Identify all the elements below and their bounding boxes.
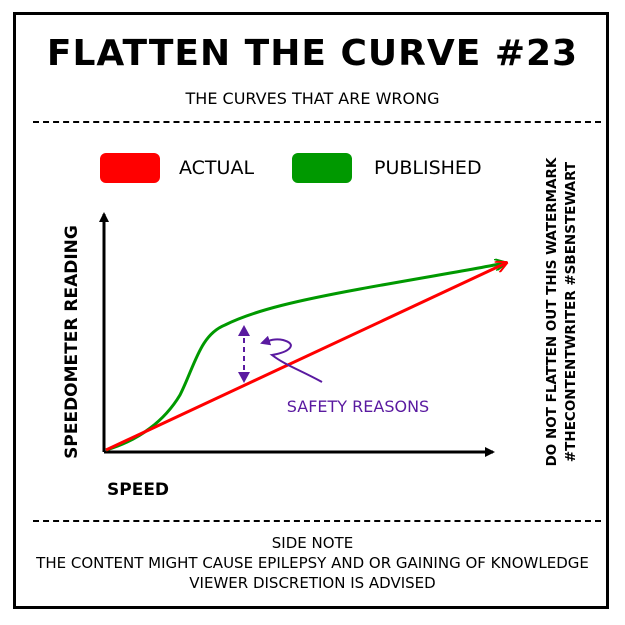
gap-arrow-up (238, 325, 250, 336)
bottom-divider (33, 520, 601, 522)
y-axis-label: SPEEDOMETER READING (62, 225, 82, 459)
watermark: DO NOT FLATTEN OUT THIS WATERMARK #THECO… (543, 152, 583, 472)
side-note-heading: SIDE NOTE (271, 534, 354, 552)
annotation-pointer (260, 335, 323, 383)
legend-swatch-actual (100, 153, 160, 183)
annotation-safety-reasons: SAFETY REASONS (287, 397, 429, 416)
page-title: FLATTEN THE CURVE #23 (46, 33, 579, 74)
top-divider (33, 121, 601, 123)
series-actual-line (105, 263, 506, 452)
x-axis-label: SPEED (107, 480, 170, 500)
watermark-line-1: DO NOT FLATTEN OUT THIS WATERMARK (544, 157, 560, 467)
gap-arrow-down (238, 372, 250, 383)
page-subtitle: THE CURVES THAT ARE WRONG (185, 89, 440, 108)
side-note-line-1: THE CONTENT MIGHT CAUSE EPILEPSY AND OR … (36, 554, 589, 572)
series-published-line (105, 263, 505, 452)
legend-label-actual: ACTUAL (179, 157, 255, 179)
legend-swatch-published (292, 153, 352, 183)
side-note-line-2: VIEWER DISCRETION IS ADVISED (189, 574, 436, 592)
comic-frame (13, 12, 609, 609)
watermark-line-2: #THECONTENTWRITER #SBENSTEWART (563, 161, 579, 463)
legend-label-published: PUBLISHED (374, 157, 482, 179)
